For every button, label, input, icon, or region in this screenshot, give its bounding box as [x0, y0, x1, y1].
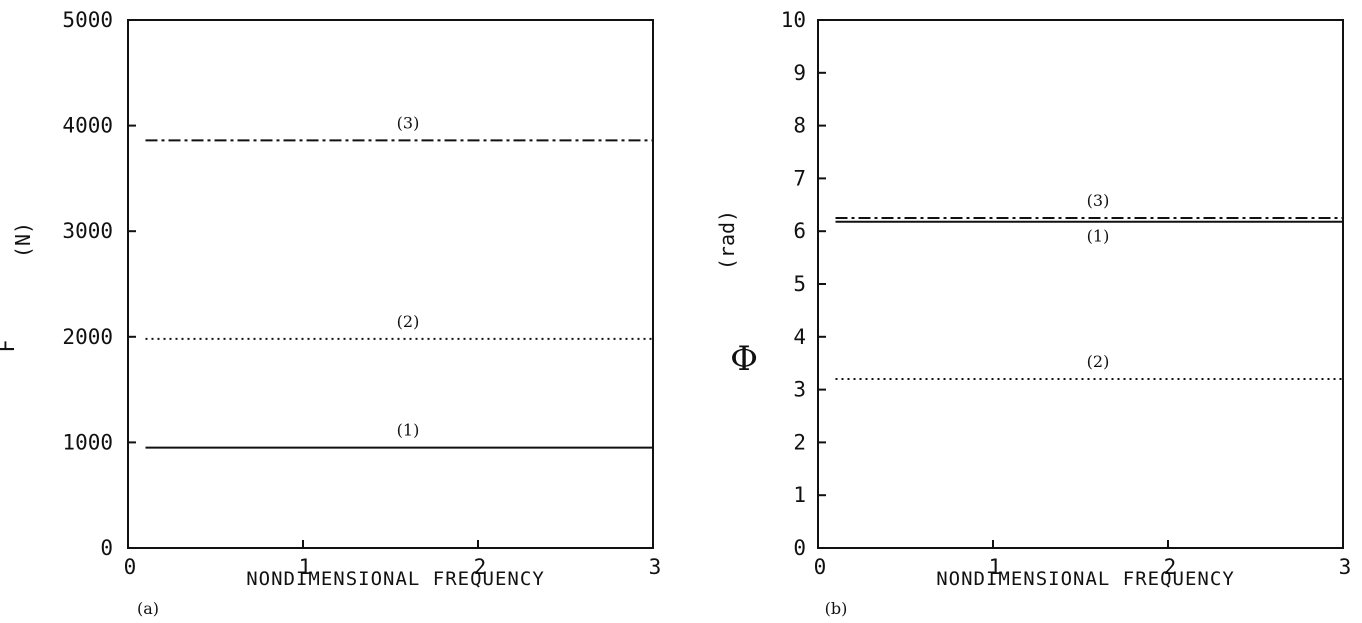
- panel-a: 0 1000 2000 3000 4000 5000 0 1 2 3 NONDIMENSIONAL …: [0, 8, 661, 618]
- series-label: (3): [1087, 191, 1110, 210]
- y-axis-symbol: Φ: [730, 339, 758, 379]
- y-tick-label: 2000: [62, 325, 113, 349]
- x-tick-label: 1: [299, 555, 312, 579]
- panel-label: (a): [137, 599, 159, 618]
- y-tick-label: 3000: [62, 219, 113, 243]
- y-tick-label: 5000: [62, 8, 113, 32]
- y-tick-label: 9: [793, 61, 806, 85]
- y-axis-unit: (rad): [715, 210, 739, 270]
- y-tick-label: 10: [781, 8, 806, 32]
- x-tick-label: 2: [1164, 555, 1177, 579]
- x-axis-label: NONDIMENSIONAL FREQUENCY: [246, 568, 545, 590]
- y-tick-label: 1000: [62, 430, 113, 454]
- y-tick-label: 2: [793, 430, 806, 454]
- series-label: (1): [1087, 227, 1110, 246]
- y-axis-unit: (N): [11, 222, 35, 258]
- x-tick-label: 3: [649, 555, 662, 579]
- series-label: (1): [397, 421, 420, 440]
- y-tick-label: 0: [793, 536, 806, 560]
- y-axis-symbol: F: [0, 339, 20, 352]
- plot-frame: [817, 19, 1344, 549]
- series-label: (2): [397, 312, 420, 331]
- x-tick-label: 2: [474, 555, 487, 579]
- y-tick-label: 1: [793, 483, 806, 507]
- plot-frame: [127, 19, 654, 549]
- y-tick-label: 5: [793, 272, 806, 296]
- panel-label: (b): [825, 599, 848, 618]
- y-tick-label: 8: [793, 114, 806, 138]
- y-tick-label: 3: [793, 378, 806, 402]
- y-tick-label: 7: [793, 166, 806, 190]
- series-label: (3): [397, 113, 420, 132]
- y-tick-label: 6: [793, 219, 806, 243]
- x-tick-label: 3: [1339, 555, 1352, 579]
- x-tick-label: 0: [814, 555, 827, 579]
- y-tick-label: 4: [793, 325, 806, 349]
- y-tick-label: 4000: [62, 114, 113, 138]
- x-axis-label: NONDIMENSIONAL FREQUENCY: [936, 568, 1235, 590]
- panel-b: 0 1 2 3 4 5 6 7 8 9 10 0 1 2 3 NONDIMENSIONAL FREQUENCY…: [715, 8, 1351, 618]
- x-tick-label: 0: [124, 555, 137, 579]
- series-label: (2): [1087, 352, 1110, 371]
- y-tick-label: 0: [100, 536, 113, 560]
- x-tick-label: 1: [989, 555, 1002, 579]
